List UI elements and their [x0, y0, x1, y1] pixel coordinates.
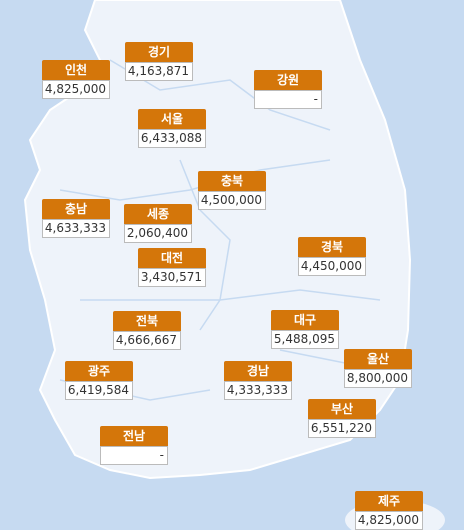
region-label: 제주 4,825,000 — [355, 491, 423, 530]
region-value: 8,800,000 — [344, 369, 412, 388]
region-value: - — [254, 90, 322, 109]
region-name: 전남 — [100, 426, 168, 446]
region-label: 경북 4,450,000 — [298, 237, 366, 276]
region-name: 인천 — [42, 60, 110, 80]
region-value: 3,430,571 — [138, 268, 206, 287]
region-label: 대구 5,488,095 — [271, 310, 339, 349]
region-name: 강원 — [254, 70, 322, 90]
region-name: 경북 — [298, 237, 366, 257]
region-name: 전북 — [113, 311, 181, 331]
region-label: 전남 - — [100, 426, 168, 465]
region-label: 울산 8,800,000 — [344, 349, 412, 388]
region-value: 6,433,088 — [138, 129, 206, 148]
region-value: 4,825,000 — [42, 80, 110, 99]
region-label: 인천 4,825,000 — [42, 60, 110, 99]
region-value: 4,450,000 — [298, 257, 366, 276]
region-value: 4,500,000 — [198, 191, 266, 210]
region-name: 세종 — [124, 204, 192, 224]
region-value: 4,825,000 — [355, 511, 423, 530]
region-name: 대구 — [271, 310, 339, 330]
region-name: 광주 — [65, 361, 133, 381]
region-name: 충북 — [198, 171, 266, 191]
region-label: 전북 4,666,667 — [113, 311, 181, 350]
region-label: 경기 4,163,871 — [125, 42, 193, 81]
region-name: 경남 — [224, 361, 292, 381]
region-name: 대전 — [138, 248, 206, 268]
region-label: 충북 4,500,000 — [198, 171, 266, 210]
region-name: 충남 — [42, 199, 110, 219]
region-value: 5,488,095 — [271, 330, 339, 349]
region-value: 4,163,871 — [125, 62, 193, 81]
region-label: 세종 2,060,400 — [124, 204, 192, 243]
region-label: 서울 6,433,088 — [138, 109, 206, 148]
region-label: 강원 - — [254, 70, 322, 109]
region-value: 2,060,400 — [124, 224, 192, 243]
region-name: 서울 — [138, 109, 206, 129]
region-value: 6,551,220 — [308, 419, 376, 438]
region-name: 제주 — [355, 491, 423, 511]
region-name: 울산 — [344, 349, 412, 369]
region-name: 부산 — [308, 399, 376, 419]
region-label: 경남 4,333,333 — [224, 361, 292, 400]
region-value: - — [100, 446, 168, 465]
region-value: 4,333,333 — [224, 381, 292, 400]
region-value: 6,419,584 — [65, 381, 133, 400]
region-value: 4,633,333 — [42, 219, 110, 238]
region-value: 4,666,667 — [113, 331, 181, 350]
region-label: 부산 6,551,220 — [308, 399, 376, 438]
region-label: 대전 3,430,571 — [138, 248, 206, 287]
region-label: 충남 4,633,333 — [42, 199, 110, 238]
region-label: 광주 6,419,584 — [65, 361, 133, 400]
region-name: 경기 — [125, 42, 193, 62]
